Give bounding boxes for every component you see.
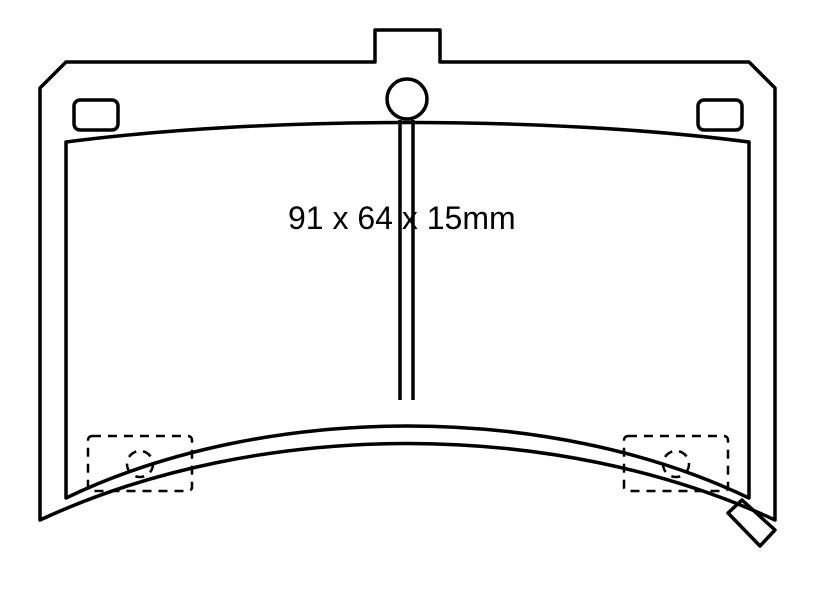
brake-pad-outline: [0, 0, 815, 609]
friction-surface-outline: [66, 123, 749, 499]
diagram-stage: 91 x 64 x 15mm: [0, 0, 815, 609]
right-mounting-slot: [698, 100, 742, 130]
left-mounting-slot: [74, 100, 118, 130]
wear-indicator-tab: [728, 500, 775, 546]
backing-plate-outline: [40, 30, 775, 520]
locating-hole: [387, 79, 427, 119]
dimension-label: 91 x 64 x 15mm: [288, 200, 516, 237]
